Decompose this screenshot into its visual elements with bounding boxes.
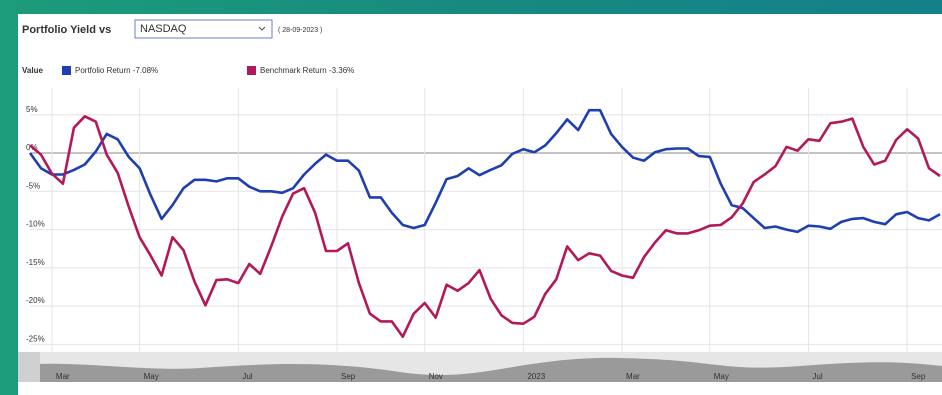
legend-label: Benchmark Return -3.36% xyxy=(260,66,354,75)
select-arrow xyxy=(258,26,266,31)
series-line xyxy=(29,115,941,338)
y-tick-label: -5% xyxy=(26,181,40,190)
x-tick-label: Jul xyxy=(812,372,822,381)
navigator-handle[interactable] xyxy=(18,352,40,382)
x-tick-label: Mar xyxy=(56,372,70,381)
benchmark-value[interactable]: NASDAQ xyxy=(140,23,187,35)
x-tick-label: Sep xyxy=(341,372,356,381)
header-date: ( 28-09-2023 ) xyxy=(278,27,322,34)
legend-swatch xyxy=(247,66,256,75)
benchmark-select[interactable] xyxy=(134,19,273,39)
x-tick-label: 2023 xyxy=(527,372,545,381)
x-tick-label: Sep xyxy=(911,372,926,381)
header-title: Portfolio Yield vs xyxy=(22,24,111,36)
y-tick-label: -20% xyxy=(26,296,45,305)
y-tick-label: -10% xyxy=(26,220,45,229)
x-tick-label: May xyxy=(144,372,159,381)
x-tick-label: Mar xyxy=(626,372,640,381)
y-tick-label: -25% xyxy=(26,334,45,343)
x-tick-label: Jul xyxy=(242,372,252,381)
y-tick-label: -15% xyxy=(26,258,45,267)
x-tick-label: Nov xyxy=(429,372,443,381)
navigator-silhouette xyxy=(18,357,942,382)
y-tick-label: 5% xyxy=(26,105,38,114)
legend-swatch xyxy=(62,66,71,75)
legend-label: Portfolio Return -7.08% xyxy=(75,66,158,75)
x-tick-label: May xyxy=(714,372,729,381)
series-line xyxy=(28,108,941,234)
legend-title: Value xyxy=(22,66,43,75)
